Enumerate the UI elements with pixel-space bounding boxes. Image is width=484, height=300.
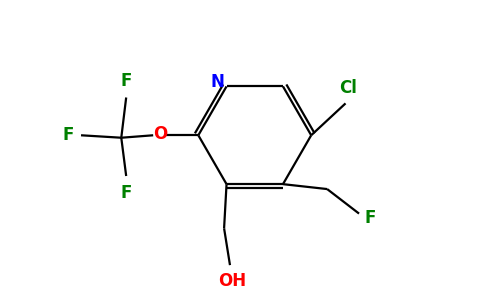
Text: OH: OH	[218, 272, 246, 290]
Text: O: O	[153, 125, 167, 143]
Text: N: N	[211, 74, 225, 92]
Text: F: F	[63, 126, 74, 144]
Text: F: F	[365, 208, 376, 226]
Text: F: F	[121, 184, 132, 202]
Text: F: F	[121, 72, 132, 90]
Text: Cl: Cl	[339, 80, 357, 98]
